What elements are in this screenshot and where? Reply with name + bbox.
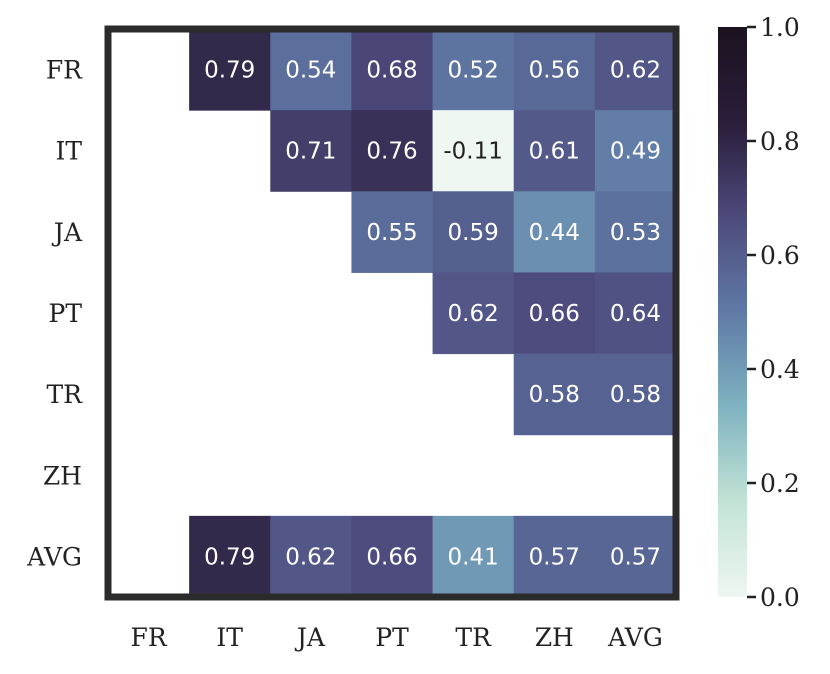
cell-value-label: 0.57: [529, 544, 580, 570]
cell-value-label: 0.62: [285, 544, 336, 570]
cell-value-label: 0.66: [529, 301, 580, 327]
heatmap-cells: [189, 29, 677, 598]
heatmap-cell: [594, 29, 677, 111]
col-tick-label: TR: [455, 623, 492, 652]
cell-value-label: 0.79: [204, 58, 255, 84]
heatmap-cell: [594, 191, 677, 273]
colorbar-ticks: 0.0 0.2 0.4 0.6 0.8 1.0: [747, 13, 800, 612]
colorbar-tick-label: 0.4: [760, 355, 800, 384]
cell-value-label: 0.58: [529, 382, 580, 408]
heatmap-cell: [189, 515, 271, 598]
colorbar-tick-label: 0.8: [760, 127, 800, 156]
cell-value-label: 0.62: [610, 58, 661, 84]
col-tick-label: PT: [375, 623, 409, 652]
heatmap-cell-labels: 0.79 0.54 0.68 0.52 0.56 0.62 0.71 0.76 -0.11 0.6…: [204, 58, 661, 571]
colorbar-tick-label: 1.0: [760, 13, 800, 42]
cell-value-label: 0.68: [366, 58, 417, 84]
cell-value-label: 0.62: [448, 301, 499, 327]
cell-value-label: 0.44: [529, 220, 580, 246]
heatmap-cell: [351, 191, 434, 273]
heatmap-cell: [351, 110, 434, 192]
row-tick-label: PT: [49, 299, 83, 328]
heatmap-cell: [513, 191, 596, 273]
col-tick-label: FR: [130, 623, 167, 652]
colorbar: [718, 27, 747, 597]
heatmap-cell: [432, 515, 515, 598]
cell-value-label: 0.54: [285, 58, 336, 84]
col-tick-labels: FR IT JA PT TR ZH AVG: [130, 623, 662, 652]
heatmap-cell: [513, 110, 596, 192]
heatmap-cell: [594, 110, 677, 192]
col-tick-label: IT: [216, 623, 243, 652]
cell-value-label: 0.71: [285, 139, 336, 165]
cell-value-label: 0.64: [610, 301, 661, 327]
col-tick-label: ZH: [535, 623, 574, 652]
col-tick-label: AVG: [607, 623, 663, 652]
cell-value-label: 0.57: [610, 544, 661, 570]
heatmap-cell: [351, 515, 434, 598]
colorbar-tick-label: 0.6: [760, 241, 800, 270]
cell-value-label: -0.11: [443, 139, 503, 165]
heatmap-cell: [594, 272, 677, 355]
heatmap-cell: [513, 29, 596, 111]
heatmap-cell: [270, 110, 352, 192]
heatmap-cell: [351, 29, 434, 111]
row-tick-label: AVG: [26, 542, 82, 571]
cell-value-label: 0.52: [448, 58, 499, 84]
cell-value-label: 0.79: [204, 544, 255, 570]
heatmap-frame: [104, 25, 680, 601]
heatmap-cell: [513, 353, 596, 436]
cell-value-label: 0.58: [610, 382, 661, 408]
row-tick-label: TR: [47, 380, 84, 409]
heatmap-cell: [594, 353, 677, 436]
cell-value-label: 0.55: [366, 220, 417, 246]
cell-value-label: 0.53: [610, 220, 661, 246]
colorbar-tick-label: 0.0: [760, 583, 800, 612]
col-tick-label: JA: [294, 623, 326, 652]
cell-value-label: 0.49: [610, 139, 661, 165]
heatmap-cell: [432, 272, 515, 355]
cell-value-label: 0.76: [366, 139, 417, 165]
heatmap-cell: [432, 110, 515, 192]
colorbar-tick-label: 0.2: [760, 469, 800, 498]
row-tick-labels: FR IT JA PT TR ZH AVG: [26, 56, 83, 572]
heatmap-cell: [189, 29, 271, 111]
row-tick-label: FR: [46, 56, 83, 85]
heatmap-cell: [513, 272, 596, 355]
cell-value-label: 0.41: [448, 544, 499, 570]
row-tick-label: JA: [51, 218, 83, 247]
row-tick-label: ZH: [43, 461, 82, 490]
heatmap-cell: [270, 29, 352, 111]
cell-value-label: 0.56: [529, 58, 580, 84]
row-tick-label: IT: [55, 137, 82, 166]
heatmap-cell: [432, 29, 515, 111]
heatmap-cell: [432, 191, 515, 273]
cell-value-label: 0.66: [366, 544, 417, 570]
cell-value-label: 0.61: [529, 139, 580, 165]
heatmap-cell: [270, 515, 352, 598]
heatmap-cell: [513, 515, 596, 598]
heatmap-cell: [594, 515, 677, 598]
cell-value-label: 0.59: [448, 220, 499, 246]
